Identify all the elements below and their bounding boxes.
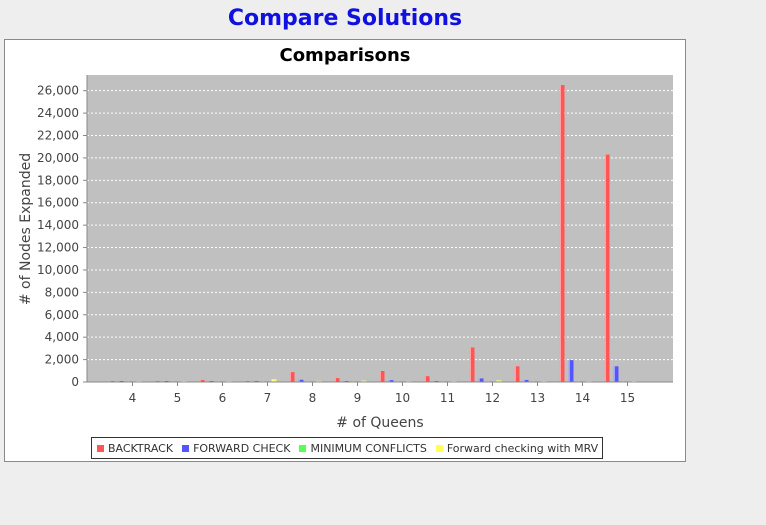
legend-swatch (299, 444, 307, 452)
bar-backtrack-9 (334, 378, 340, 382)
x-tick-label: 11 (440, 391, 455, 405)
x-tick-label: 5 (174, 391, 182, 405)
bar-forward-check-8 (298, 379, 304, 382)
x-tick-label: 10 (395, 391, 410, 405)
legend-item: Forward checking with MRV (433, 442, 598, 455)
bar-backtrack-10 (379, 371, 385, 382)
chart-legend: BACKTRACK FORWARD CHECK MINIMUM CONFLICTS F… (91, 437, 604, 459)
bar-highlight (613, 366, 615, 382)
bar-backtrack-6 (199, 379, 205, 382)
bar-forward-checking-with-mrv-12 (496, 380, 502, 382)
bar-highlight (334, 378, 336, 382)
x-axis-ticks: 4 5 6 7 8 9 10 11 12 13 14 15 (129, 382, 635, 405)
legend-label: MINIMUM CONFLICTS (310, 441, 427, 455)
bar-backtrack-13 (514, 366, 520, 382)
y-axis-ticks: 0 2,000 4,000 6,000 8,000 10,000 12,000 14,000 1… (37, 84, 87, 389)
bar-forward-check-11 (433, 380, 439, 382)
bar-forward-checking-with-mrv-11 (451, 380, 457, 382)
bar-forward-checking-with-mrv-8 (316, 380, 322, 382)
window-title: Compare Solutions (227, 6, 463, 31)
bar-highlight (379, 371, 381, 382)
bar-forward-check-15 (613, 366, 619, 382)
bar-backtrack-12 (469, 347, 475, 382)
bar-forward-check-14 (568, 360, 574, 382)
bar-highlight (343, 380, 345, 382)
bar-highlight (604, 154, 606, 382)
legend-label: BACKTRACK (108, 441, 174, 455)
x-tick-label: 7 (264, 391, 272, 405)
x-tick-label: 8 (309, 391, 317, 405)
y-tick-label: 26,000 (37, 84, 79, 98)
bar-forward-check-12 (478, 378, 484, 382)
x-tick-label: 15 (620, 391, 635, 405)
bar-forward-checking-with-mrv-9 (361, 380, 367, 382)
bar-highlight (361, 380, 363, 382)
y-tick-label: 14,000 (37, 218, 79, 232)
bar-forward-check-10 (388, 380, 394, 382)
legend-swatch (182, 444, 190, 452)
legend-label: Forward checking with MRV (446, 441, 599, 455)
bar-highlight (424, 376, 426, 382)
y-tick-label: 10,000 (37, 263, 79, 277)
legend-swatch (97, 444, 104, 452)
bars (109, 85, 637, 383)
legend-item: MINIMUM CONFLICTS (296, 441, 427, 455)
bar-highlight (496, 380, 498, 382)
y-tick-label: 12,000 (37, 241, 79, 255)
bar-backtrack-15 (604, 154, 610, 382)
bar-highlight (316, 380, 318, 382)
gridlines (87, 90, 673, 361)
x-tick-label: 4 (129, 391, 137, 405)
x-tick-label: 12 (485, 391, 500, 405)
bar-forward-checking-with-mrv-7 (271, 379, 277, 382)
y-tick-label: 4,000 (45, 330, 79, 344)
bar-highlight (433, 380, 435, 382)
y-tick-label: 18,000 (37, 173, 79, 187)
y-tick-label: 16,000 (37, 196, 79, 210)
bar-highlight (199, 379, 201, 382)
bar-highlight (289, 372, 291, 382)
y-tick-label: 24,000 (37, 106, 79, 120)
bar-highlight (559, 85, 561, 383)
legend-swatch (435, 444, 443, 452)
bar-forward-check-13 (523, 379, 529, 382)
x-tick-label: 6 (219, 391, 227, 405)
bar-highlight (514, 366, 516, 382)
legend-label: FORWARD CHECK (193, 441, 291, 455)
chart-title: Comparisons (279, 45, 410, 66)
bar-backtrack-14 (559, 85, 565, 383)
bar-backtrack-8 (289, 372, 295, 382)
y-tick-label: 20,000 (37, 151, 79, 165)
y-tick-label: 22,000 (37, 129, 79, 143)
plot-area (87, 75, 673, 382)
x-tick-label: 13 (530, 391, 545, 405)
bar-highlight (568, 360, 570, 382)
legend-item: FORWARD CHECK (179, 442, 290, 455)
x-tick-label: 14 (575, 391, 590, 405)
bar-backtrack-11 (424, 376, 430, 382)
bar-highlight (478, 378, 480, 382)
y-tick-label: 8,000 (45, 285, 79, 299)
bar-highlight (523, 379, 525, 382)
y-tick-label: 0 (71, 375, 79, 389)
y-axis-label: # of Nodes Expanded (18, 153, 34, 305)
y-tick-label: 6,000 (45, 308, 79, 322)
bar-highlight (388, 380, 390, 382)
bar-highlight (271, 379, 273, 382)
x-tick-label: 9 (354, 391, 362, 405)
bar-forward-check-9 (343, 380, 349, 382)
bar-highlight (469, 347, 471, 382)
bar-highlight (298, 379, 300, 382)
bar-highlight (451, 380, 453, 382)
legend-item: BACKTRACK (94, 442, 173, 455)
y-tick-label: 2,000 (45, 353, 79, 367)
x-axis-label: # of Queens (336, 415, 423, 431)
